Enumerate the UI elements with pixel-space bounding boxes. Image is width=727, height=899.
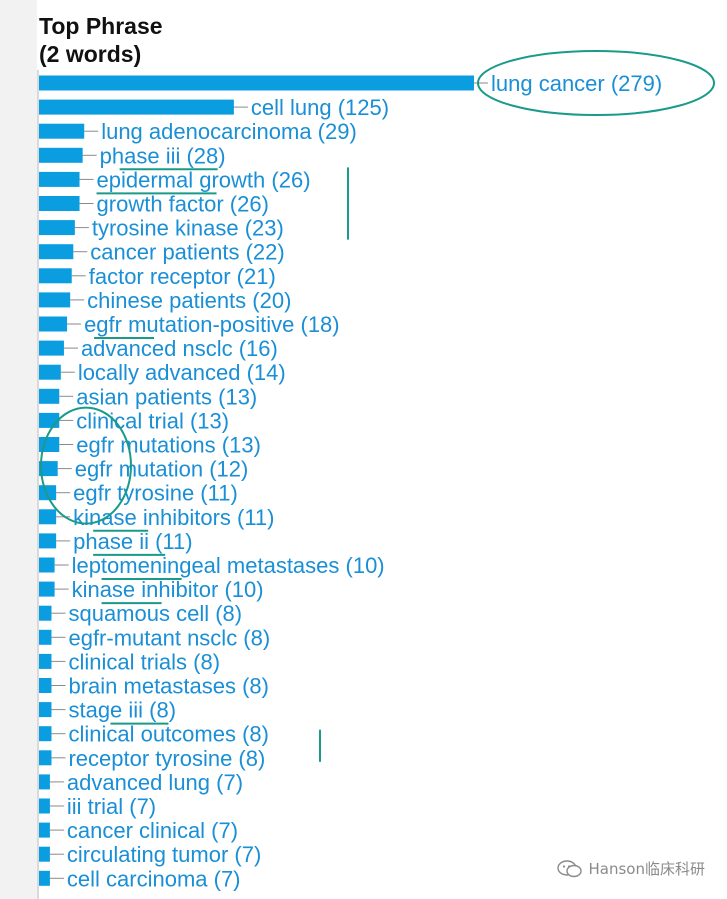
bar-label-18: kinase inhibitors (11) [73,505,274,530]
wechat-icon [556,859,582,877]
chart-title-line1: Top Phrase [39,13,163,39]
bar-29 [39,774,50,790]
bar-label-7: cancer patients (22) [90,240,284,265]
bar-label-19: phase ii (11) [73,529,192,554]
bar-2 [39,123,85,139]
highlight-ellipse-egfr [40,406,132,525]
bar-15 [39,437,60,452]
bar-28 [39,750,52,766]
bar-27 [39,726,52,742]
bar-11 [39,340,64,356]
bar-33 [39,870,50,886]
bar-label-22: squamous cell (8) [68,601,242,626]
bar-label-21: kinase inhibitor (10) [72,577,264,602]
watermark: Hanson临床科研 [556,858,705,879]
bar-13 [39,388,60,404]
left-margin-strip [0,0,37,899]
chart-title: Top Phrase (2 words) [39,12,299,68]
bars-group: lung cancer (279) cell lung (125)lung ade… [39,71,662,891]
bar-7 [39,244,74,260]
bar-26 [39,702,52,718]
bar-17 [39,485,57,501]
bar-18 [39,509,57,525]
bar-4 [39,171,80,187]
bar-1 [39,99,234,115]
bar-24 [39,653,52,669]
bar-14 [39,412,60,428]
bar-label-23: egfr-mutant nsclc (8) [68,625,270,650]
bar-label-27: clinical outcomes (8) [68,722,269,747]
bar-23 [39,629,52,645]
bar-label-2: lung adenocarcinoma (29) [101,119,357,144]
bar-label-4: epidermal growth (26) [97,167,311,192]
bar-20 [39,557,55,573]
bar-label-5: growth factor (26) [97,192,269,217]
bar-label-10: egfr mutation-positive (18) [84,312,340,337]
bar-8 [39,268,72,284]
bar-5 [39,196,80,211]
bar-label-29: advanced lung (7) [67,770,243,795]
bar-label-24: clinical trials (8) [68,649,220,674]
bar-25 [39,678,52,693]
bar-31 [39,822,50,838]
bar-label-26: stage iii (8) [68,698,176,723]
bar-label-6: tyrosine kinase (23) [92,216,284,241]
bar-label-12: locally advanced (14) [78,360,286,385]
bar-label-33: cell carcinoma (7) [67,866,241,891]
bar-label-9: chinese patients (20) [87,288,291,313]
bar-9 [39,292,71,308]
bar-22 [39,605,52,621]
bar-label-20: leptomeningeal metastases (10) [72,553,385,578]
bar-label-0: lung cancer (279) [491,71,662,96]
bar-label-8: factor receptor (21) [89,264,276,289]
bar-0 [39,75,474,91]
bar-label-31: cancer clinical (7) [67,818,238,843]
bar-label-1: cell lung (125) [251,95,389,120]
bar-label-30: iii trial (7) [67,794,156,819]
bar-label-25: brain metastases (8) [68,674,269,699]
bar-30 [39,798,50,814]
bar-label-16: egfr mutation (12) [75,457,249,482]
watermark-text: Hanson临床科研 [588,860,705,878]
bar-label-13: asian patients (13) [76,384,257,409]
bar-19 [39,533,57,549]
bar-6 [39,220,75,236]
bar-label-15: egfr mutations (13) [76,433,261,458]
chart-title-line2: (2 words) [39,41,142,67]
bar-3 [39,147,83,163]
bar-label-14: clinical trial (13) [76,408,229,433]
bar-label-11: advanced nsclc (16) [81,336,278,361]
annotations-group [40,50,715,762]
bar-12 [39,364,61,380]
bar-label-32: circulating tumor (7) [67,842,261,867]
bar-label-3: phase iii (28) [100,143,226,168]
bar-32 [39,846,50,862]
bar-label-28: receptor tyrosine (8) [68,746,265,771]
bar-16 [39,461,58,477]
bar-10 [39,316,68,332]
highlight-ellipse-top [477,50,715,116]
bar-label-17: egfr tyrosine (11) [73,481,238,506]
bar-21 [39,581,55,597]
